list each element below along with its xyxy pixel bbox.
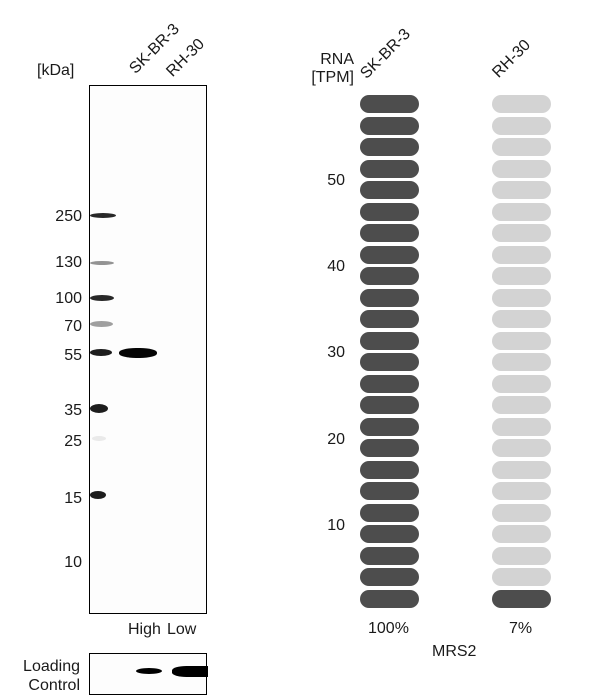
ladder-band-35 bbox=[90, 404, 108, 413]
rna-segment bbox=[360, 589, 419, 608]
rna-segment bbox=[360, 116, 419, 135]
rna-segment bbox=[360, 310, 419, 328]
rna-segment bbox=[492, 503, 551, 522]
rna-axis-title: RNA [TPM] bbox=[300, 51, 354, 87]
marker-10: 10 bbox=[64, 554, 82, 571]
rna-segment bbox=[360, 288, 419, 307]
marker-130: 130 bbox=[55, 254, 82, 271]
rna-segment bbox=[492, 525, 551, 543]
rna-bar-rh-30 bbox=[492, 0, 552, 620]
ladder-band-25 bbox=[92, 436, 106, 441]
loading-control-line2: Control bbox=[28, 677, 80, 694]
ladder-band-55 bbox=[90, 349, 112, 356]
rna-segment bbox=[492, 288, 551, 307]
rna-segment bbox=[492, 417, 551, 436]
loading-control-blot bbox=[89, 653, 208, 695]
ladder-band-15 bbox=[90, 491, 106, 499]
marker-70: 70 bbox=[64, 318, 82, 335]
rna-segment bbox=[360, 482, 419, 500]
rna-segment bbox=[492, 116, 551, 135]
rna-segment bbox=[492, 95, 551, 113]
rna-segment bbox=[492, 482, 551, 500]
rna-segment bbox=[360, 331, 419, 350]
loading-control-label: Loading Control bbox=[10, 657, 80, 695]
rna-segment bbox=[492, 181, 551, 199]
rna-segment bbox=[360, 503, 419, 522]
kda-unit-label: [kDa] bbox=[37, 62, 75, 79]
rna-percent-rh-30: 7% bbox=[509, 620, 533, 637]
rna-percent-sk-br-3: 100% bbox=[368, 620, 409, 637]
rna-segment bbox=[360, 95, 419, 113]
rna-axis-title-line2: [TPM] bbox=[311, 69, 354, 86]
ladder-band-100 bbox=[90, 295, 114, 301]
rna-segment bbox=[492, 138, 551, 156]
molecular-weight-markers: 250 130 100 70 55 35 25 15 10 bbox=[40, 0, 82, 620]
marker-55: 55 bbox=[64, 347, 82, 364]
rna-segment bbox=[492, 267, 551, 285]
rna-segment bbox=[360, 439, 419, 457]
marker-35: 35 bbox=[64, 402, 82, 419]
marker-25: 25 bbox=[64, 433, 82, 450]
rna-segment bbox=[492, 568, 551, 586]
y-tick-20: 20 bbox=[327, 431, 345, 448]
marker-250: 250 bbox=[55, 208, 82, 225]
y-tick-30: 30 bbox=[327, 344, 345, 361]
rna-y-axis: 50 40 30 20 10 bbox=[305, 0, 347, 620]
rna-segment bbox=[360, 546, 419, 565]
rna-segment bbox=[360, 267, 419, 285]
rna-segment bbox=[360, 224, 419, 242]
rna-segment bbox=[492, 245, 551, 264]
ladder-band-250 bbox=[90, 213, 116, 218]
western-blot-image bbox=[89, 85, 207, 614]
rna-segment bbox=[360, 202, 419, 221]
loading-control-line1: Loading bbox=[23, 658, 80, 675]
marker-100: 100 bbox=[55, 290, 82, 307]
rna-segment bbox=[492, 353, 551, 371]
rna-segment bbox=[360, 417, 419, 436]
rna-bar-sk-br-3 bbox=[360, 0, 420, 620]
y-tick-10: 10 bbox=[327, 517, 345, 534]
rna-segment bbox=[360, 353, 419, 371]
expression-label-low: Low bbox=[167, 621, 197, 638]
ladder-band-130 bbox=[90, 261, 114, 265]
ladder-band-70 bbox=[90, 321, 113, 327]
rna-segment bbox=[360, 245, 419, 264]
loading-control-band-rh-30 bbox=[172, 666, 208, 677]
rna-segment bbox=[360, 181, 419, 199]
loading-control-band-sk-br-3 bbox=[136, 668, 162, 674]
rna-segment bbox=[492, 224, 551, 242]
rna-segment bbox=[360, 159, 419, 178]
expression-label-high: High bbox=[128, 621, 161, 638]
rna-segment bbox=[492, 159, 551, 178]
rna-segment bbox=[360, 396, 419, 414]
gene-name-label: MRS2 bbox=[432, 643, 477, 660]
rna-segment bbox=[492, 374, 551, 393]
rna-segment bbox=[360, 374, 419, 393]
rna-segment bbox=[492, 396, 551, 414]
rna-segment bbox=[492, 589, 551, 608]
y-tick-50: 50 bbox=[327, 172, 345, 189]
rna-segment bbox=[360, 525, 419, 543]
sample-band-sk-br-3-55kda bbox=[119, 348, 157, 358]
marker-15: 15 bbox=[64, 490, 82, 507]
rna-segment bbox=[360, 138, 419, 156]
rna-segment bbox=[492, 546, 551, 565]
rna-segment bbox=[492, 202, 551, 221]
rna-segment bbox=[492, 439, 551, 457]
rna-axis-title-line1: RNA bbox=[320, 51, 354, 68]
rna-segment bbox=[360, 568, 419, 586]
rna-segment bbox=[360, 460, 419, 479]
y-tick-40: 40 bbox=[327, 258, 345, 275]
rna-segment bbox=[492, 310, 551, 328]
rna-segment bbox=[492, 460, 551, 479]
rna-segment bbox=[492, 331, 551, 350]
